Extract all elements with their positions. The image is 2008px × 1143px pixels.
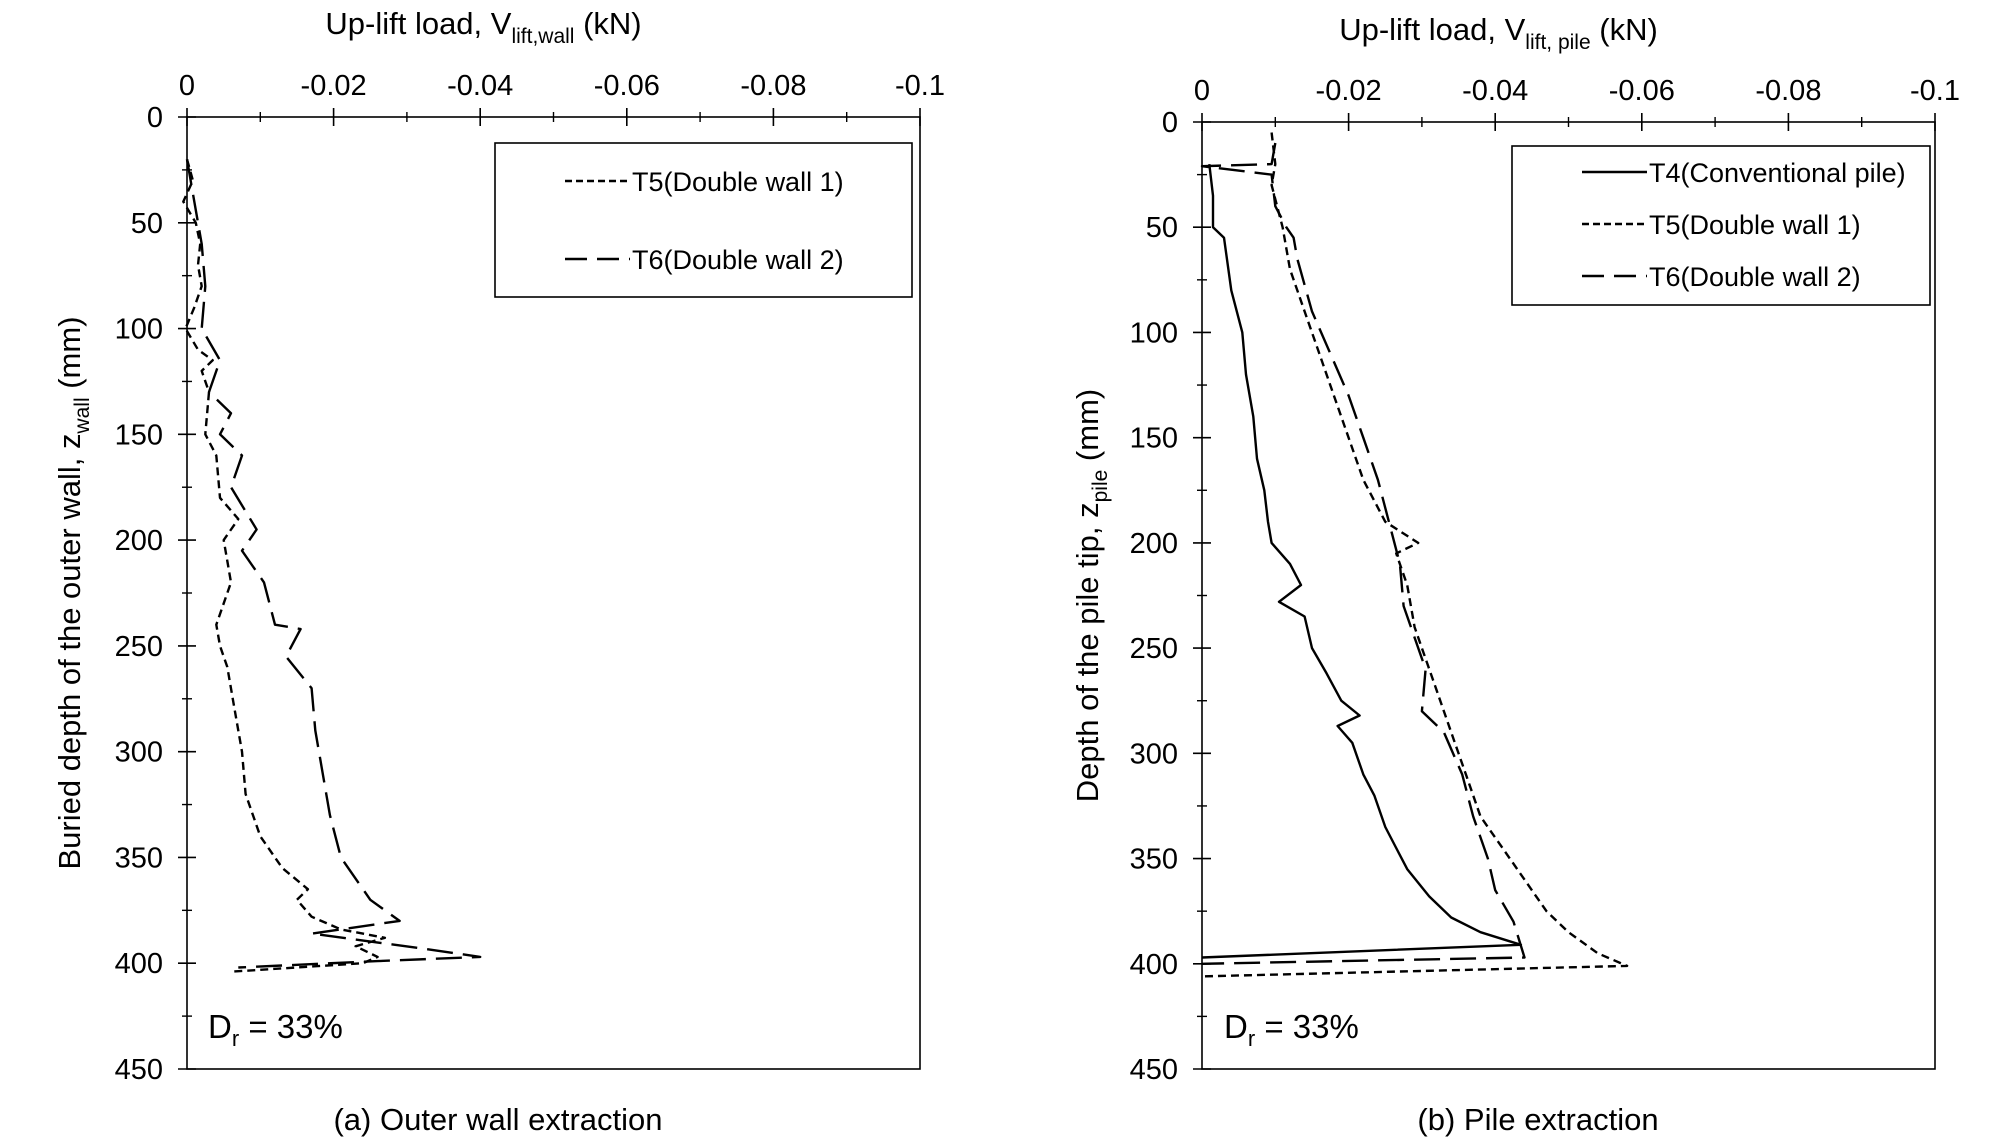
legend-box [494,142,913,298]
legend-box [1511,145,1931,306]
y-tick-label: 350 [1130,844,1178,876]
x-tick-label: -0.06 [594,70,660,102]
relative-density-annotation: Dr = 33% [208,1008,343,1051]
chart-panel-pile: 0 -0.02 -0.04 -0.06 -0.08 -0.1 0 50 100 150 200 250… [1070,12,1960,1137]
y-tick-label: 450 [115,1054,163,1086]
series-line [182,158,387,973]
y-tick-label: 350 [115,842,163,874]
y-tick-label: 100 [1130,317,1178,349]
x-tick-label: -0.1 [1910,75,1960,107]
series-line [1201,163,1523,959]
x-tick-label: 0 [1194,75,1210,107]
y-axis-title: Buried depth of the outer wall, zwall (m… [52,316,94,869]
y-tick-label: 0 [147,102,163,134]
y-tick-label: 150 [115,419,163,451]
x-axis-title: Up-lift load, Vlift, pile (kN) [1339,12,1658,54]
legend-label: T6(Double wall 2) [632,245,844,275]
x-tick-label: -0.02 [301,70,367,102]
y-tick-label: 300 [1130,738,1178,770]
relative-density-annotation: Dr = 33% [1224,1008,1359,1051]
x-tick-label: 0 [179,70,195,102]
chart-panel-outer-wall: 0 -0.02 -0.04 -0.06 -0.08 -0.1 0 50 100 150 200 250… [52,6,945,1137]
y-axis-title: Depth of the pile tip, zpile (mm) [1070,389,1112,802]
panel-caption: (b) Pile extraction [1417,1102,1658,1137]
y-tick-label: 150 [1130,423,1178,455]
y-tick-label: 400 [1130,949,1178,981]
y-tick-label: 450 [1130,1054,1178,1086]
x-tick-label: -0.08 [740,70,806,102]
y-tick-label: 250 [115,631,163,663]
legend-label: T5(Double wall 1) [632,167,844,197]
y-tick-label: 50 [131,208,163,240]
x-axis-title: Up-lift load, Vlift,wall (kN) [325,6,641,48]
x-tick-label: -0.06 [1609,75,1675,107]
y-tick-label: 50 [1146,212,1178,244]
x-tick-label: -0.02 [1316,75,1382,107]
y-tick-label: 250 [1130,633,1178,665]
x-tick-label: -0.08 [1755,75,1821,107]
series-line [185,159,482,969]
legend-label: T5(Double wall 1) [1649,210,1861,240]
panel-caption: (a) Outer wall extraction [333,1102,662,1137]
x-tick-label: -0.04 [1462,75,1528,107]
series-line [1201,132,1629,978]
legend-label: T6(Double wall 2) [1649,262,1861,292]
y-tick-label: 300 [115,737,163,769]
x-tick-label: -0.04 [447,70,513,102]
y-tick-label: 200 [115,525,163,557]
y-tick-label: 400 [115,948,163,980]
x-tick-label: -0.1 [895,70,945,102]
y-tick-label: 100 [115,314,163,346]
legend-label: T4(Conventional pile) [1649,158,1906,188]
y-tick-label: 200 [1130,528,1178,560]
y-tick-label: 0 [1162,107,1178,139]
series-line [1200,142,1526,965]
